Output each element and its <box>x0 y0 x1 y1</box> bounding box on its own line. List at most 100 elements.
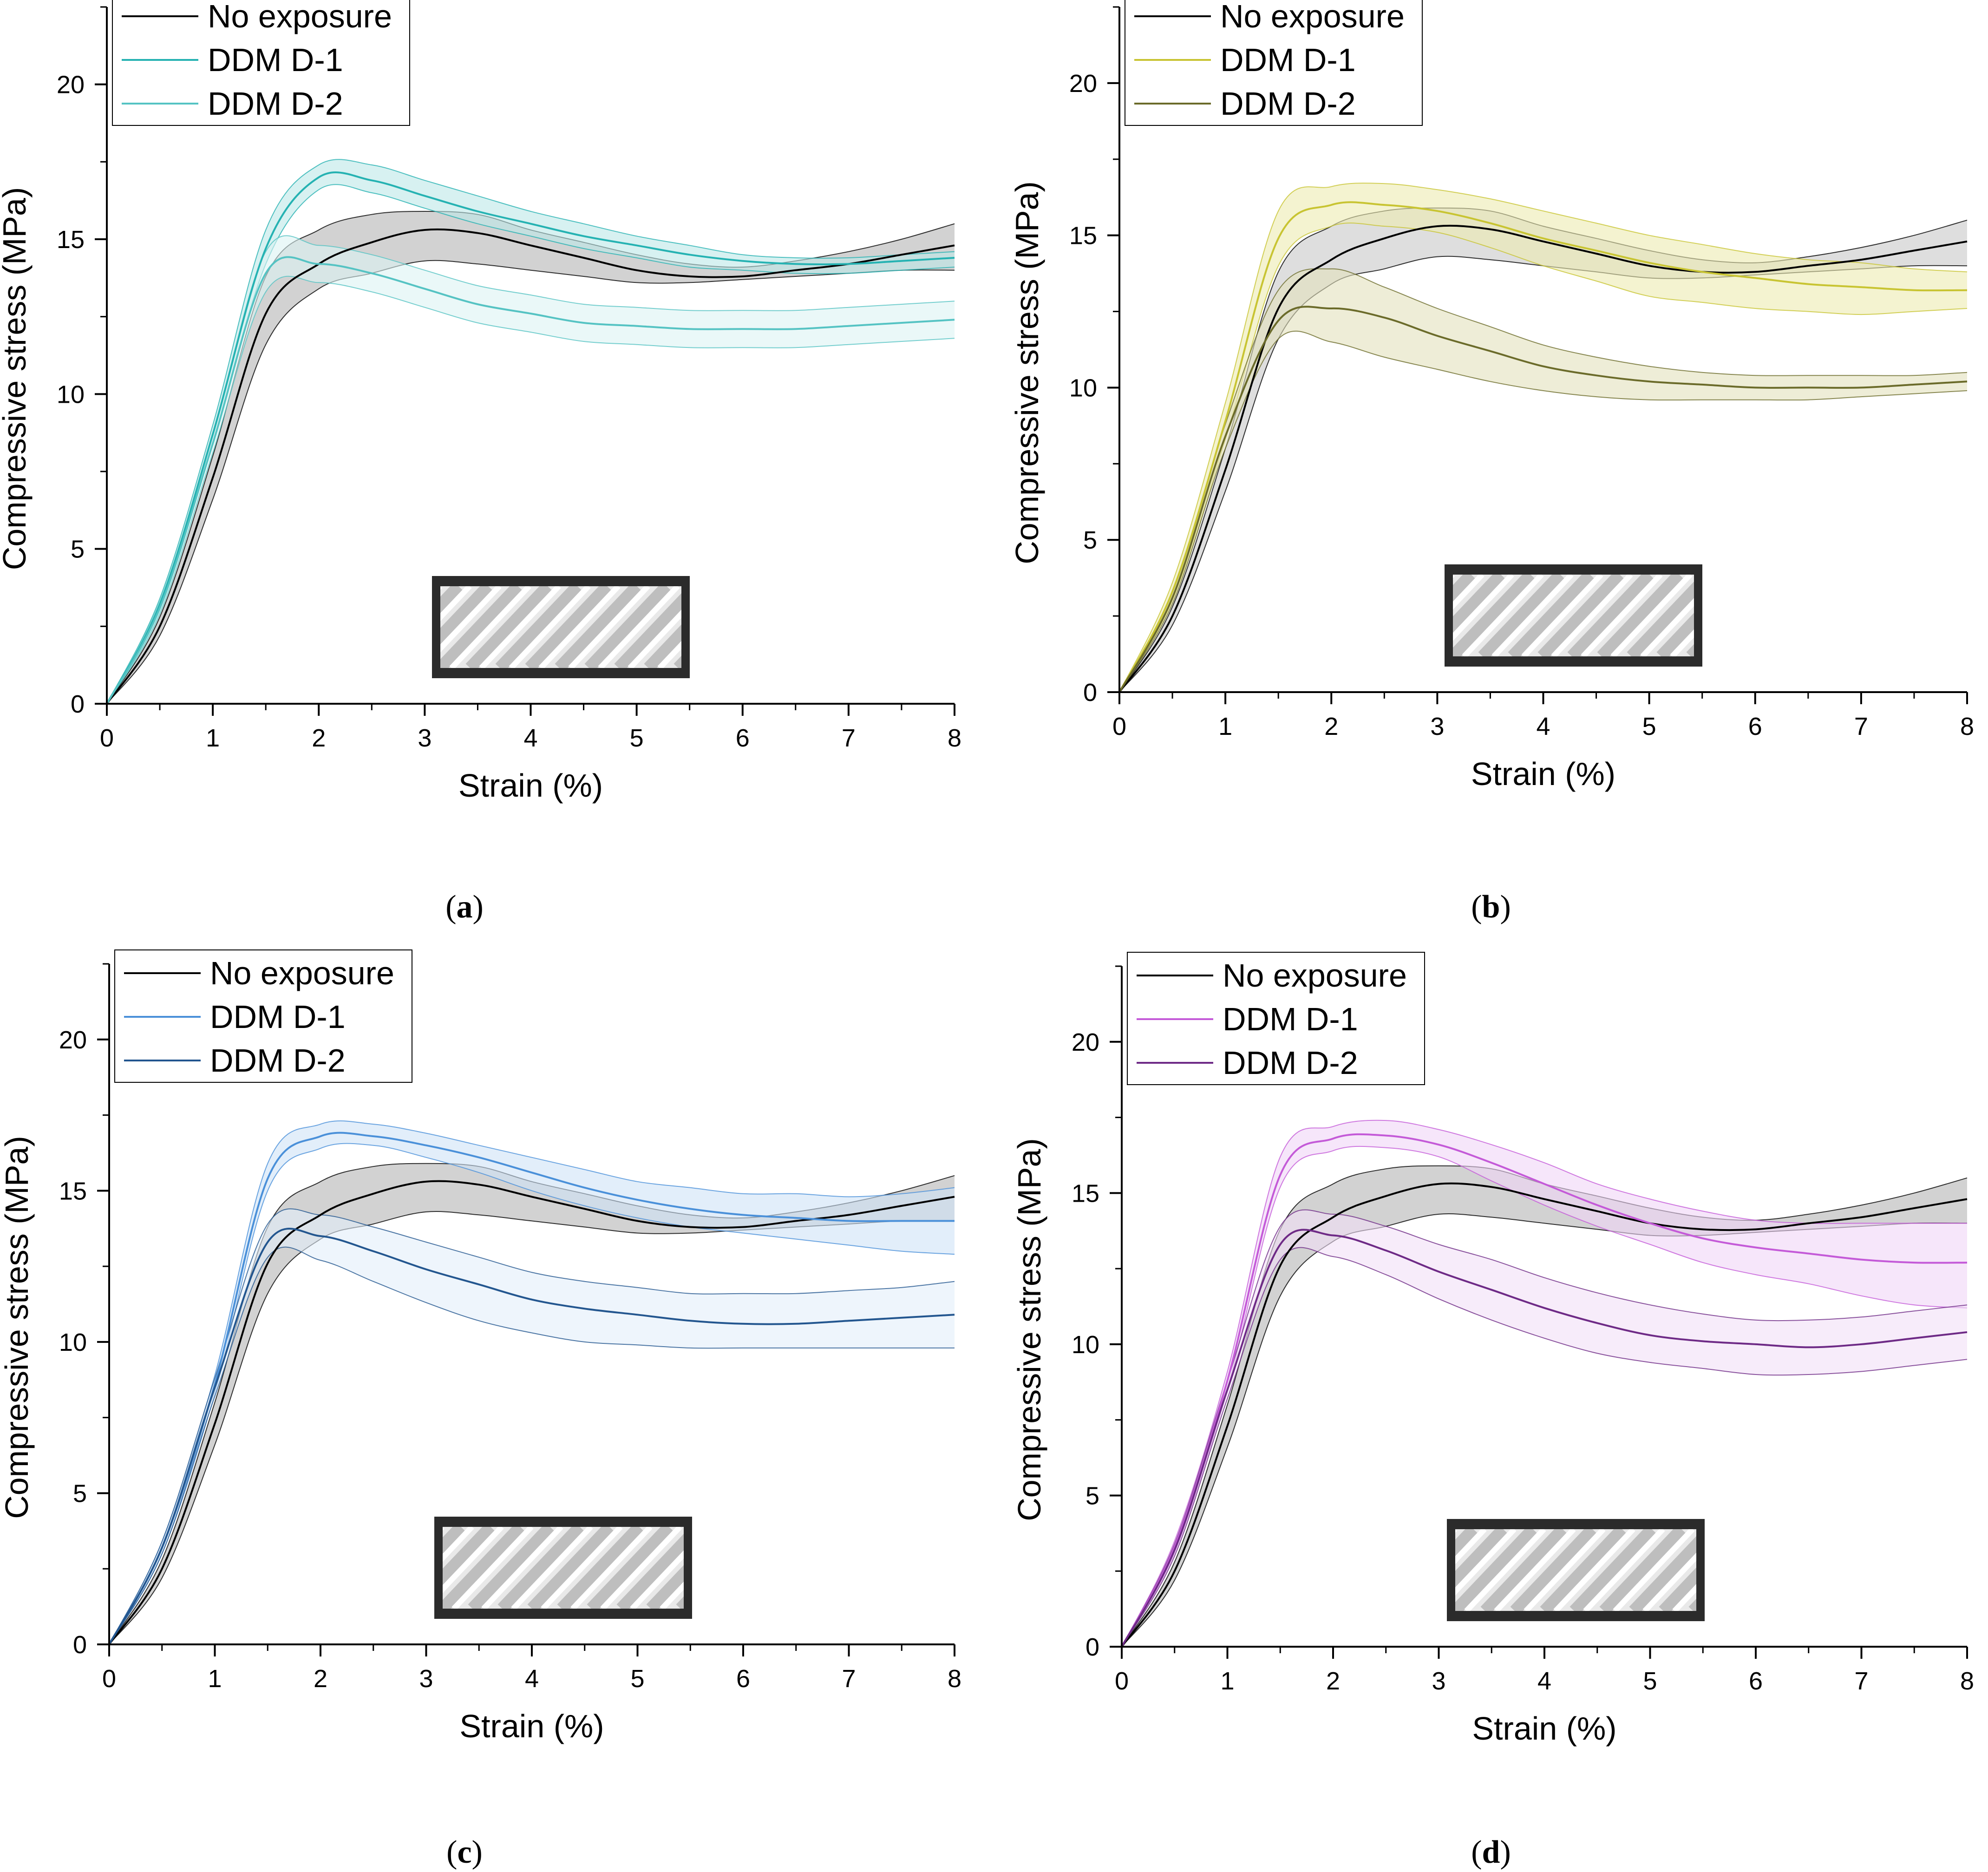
inset-shade-stripe <box>676 1596 684 1609</box>
inset-light-stripe <box>511 1527 593 1609</box>
y-tick-label: 10 <box>59 1329 87 1356</box>
inset-shade-stripe <box>1629 1536 1696 1611</box>
inset-shade-stripe <box>1453 575 1476 603</box>
inset-shade-stripe <box>443 1527 465 1555</box>
x-tick-label: 8 <box>1960 713 1974 740</box>
inset-light-stripe <box>1912 1529 1988 1611</box>
inset-light-stripe <box>303 586 380 668</box>
inset-light-stripe <box>868 586 945 668</box>
inset-shade-stripe <box>1659 1567 1696 1611</box>
inset-shade-stripe <box>797 586 875 668</box>
inset-light-stripe <box>440 586 442 590</box>
inset-light-stripe <box>1702 575 1779 656</box>
panel-caption: (a) <box>445 889 484 925</box>
x-tick-label: 5 <box>630 1665 644 1693</box>
legend: No exposure DDM D-1 DDM D-2 <box>1125 0 1423 126</box>
inset-light-stripe <box>1462 575 1544 656</box>
inset-shade-stripe <box>1508 575 1595 656</box>
x-tick-label: 1 <box>206 724 220 752</box>
inset-shade-stripe <box>1453 575 1535 656</box>
inset-light-stripe <box>719 586 797 668</box>
inset-shade-stripe <box>1901 1529 1979 1611</box>
y-tick-label: 5 <box>1086 1482 1099 1510</box>
inset-light-stripe <box>509 586 591 668</box>
inset-shade-stripe <box>1723 1529 1800 1611</box>
x-tick-label: 0 <box>100 724 114 752</box>
inset-light-stripe <box>1286 575 1363 656</box>
inset-shade-stripe <box>708 586 785 668</box>
inset-light-stripe <box>1883 1529 1960 1611</box>
y-tick-label: 5 <box>71 536 85 563</box>
series-line-2 <box>1121 1133 1968 1647</box>
inset-shade-stripe <box>497 1527 584 1609</box>
y-axis-title: Compressive stress (MPa) <box>0 187 33 570</box>
inset-light-stripe <box>1672 1584 1696 1611</box>
inset-shade-stripe <box>527 1527 614 1609</box>
inset-light-stripe <box>778 586 856 668</box>
legend-label-2: DDM D-1 <box>208 42 343 78</box>
inset-shade-stripe <box>1455 1529 1508 1589</box>
inset-light-stripe <box>273 586 351 668</box>
inset-shade-stripe <box>1567 575 1654 656</box>
inset-light-stripe <box>570 1527 653 1609</box>
inset-light-stripe <box>660 1581 684 1609</box>
inset-light-stripe <box>451 1527 534 1609</box>
inset-light-stripe <box>1491 575 1574 656</box>
inset-light-stripe <box>1524 1529 1606 1611</box>
series-line-3 <box>1121 1229 1968 1647</box>
x-tick-label: 3 <box>1432 1667 1445 1695</box>
inset-shade-stripe <box>264 1527 342 1609</box>
x-tick-label: 0 <box>1115 1667 1129 1695</box>
inset-shade-stripe <box>1510 1529 1597 1611</box>
x-tick-label: 3 <box>418 724 432 752</box>
panel-a: 0 1 2 3 4 5 6 7 8 0 5 10 15 20 Strain (%) Compressive s… <box>0 0 961 925</box>
specimen-inset <box>273 576 945 678</box>
inset-light-stripe <box>443 1527 504 1593</box>
x-tick-label: 1 <box>208 1665 222 1693</box>
y-tick-label: 15 <box>59 1177 87 1205</box>
plot-area <box>106 159 955 705</box>
series-band-2 <box>1122 1120 1967 1647</box>
inset-shade-stripe <box>294 1527 372 1609</box>
inset-shade-stripe <box>1656 613 1694 656</box>
inset-light-stripe <box>1581 575 1663 656</box>
x-tick-label: 2 <box>1324 713 1338 740</box>
x-tick-label: 4 <box>525 1665 539 1693</box>
x-tick-label: 8 <box>1960 1667 1974 1695</box>
panel-c: 0 1 2 3 4 5 6 7 8 0 5 10 15 20 Strain (%) Compressive s… <box>0 949 977 1870</box>
inset-shade-stripe <box>1455 1529 1478 1558</box>
legend-label-1: No exposure <box>1220 0 1405 34</box>
inset-light-stripe <box>689 586 767 668</box>
inset-shade-stripe <box>1810 575 1887 656</box>
y-tick-label: 20 <box>1069 70 1097 98</box>
inset-light-stripe <box>900 1527 977 1609</box>
inset-light-stripe <box>808 586 886 668</box>
inset-light-stripe <box>1642 1552 1696 1611</box>
inset-light-stripe <box>1455 1529 1457 1533</box>
y-axis-title: Compressive stress (MPa) <box>1009 181 1045 564</box>
x-tick-label: 8 <box>948 1665 961 1693</box>
inset-light-stripe <box>1823 1529 1901 1611</box>
inset-light-stripe <box>1610 575 1693 656</box>
inset-light-stripe <box>1455 1529 1487 1564</box>
y-tick-label: 0 <box>71 690 85 718</box>
x-tick-label: 5 <box>630 724 644 752</box>
x-tick-label: 6 <box>1749 1667 1763 1695</box>
caption-letter: d <box>1482 1834 1500 1870</box>
x-tick-label: 4 <box>1537 1667 1551 1695</box>
inset-light-stripe <box>721 1527 799 1609</box>
inset-light-stripe <box>628 609 681 668</box>
inset-light-stripe <box>1494 1529 1576 1611</box>
x-tick-label: 3 <box>1430 713 1444 740</box>
y-axis-title: Compressive stress (MPa) <box>1011 1138 1047 1521</box>
inset-shade-stripe <box>770 1527 847 1609</box>
inset-light-stripe <box>1704 1529 1782 1611</box>
x-tick-label: 6 <box>736 724 750 752</box>
inset-shade-stripe <box>495 586 582 668</box>
inset-shade-stripe <box>1480 1529 1567 1611</box>
series-lower-edge-3 <box>109 1246 955 1645</box>
plot-area <box>1118 183 1968 693</box>
inset-light-stripe <box>600 1527 682 1609</box>
inset-light-stripe <box>1583 1529 1665 1611</box>
series-line-2 <box>1118 201 1968 693</box>
